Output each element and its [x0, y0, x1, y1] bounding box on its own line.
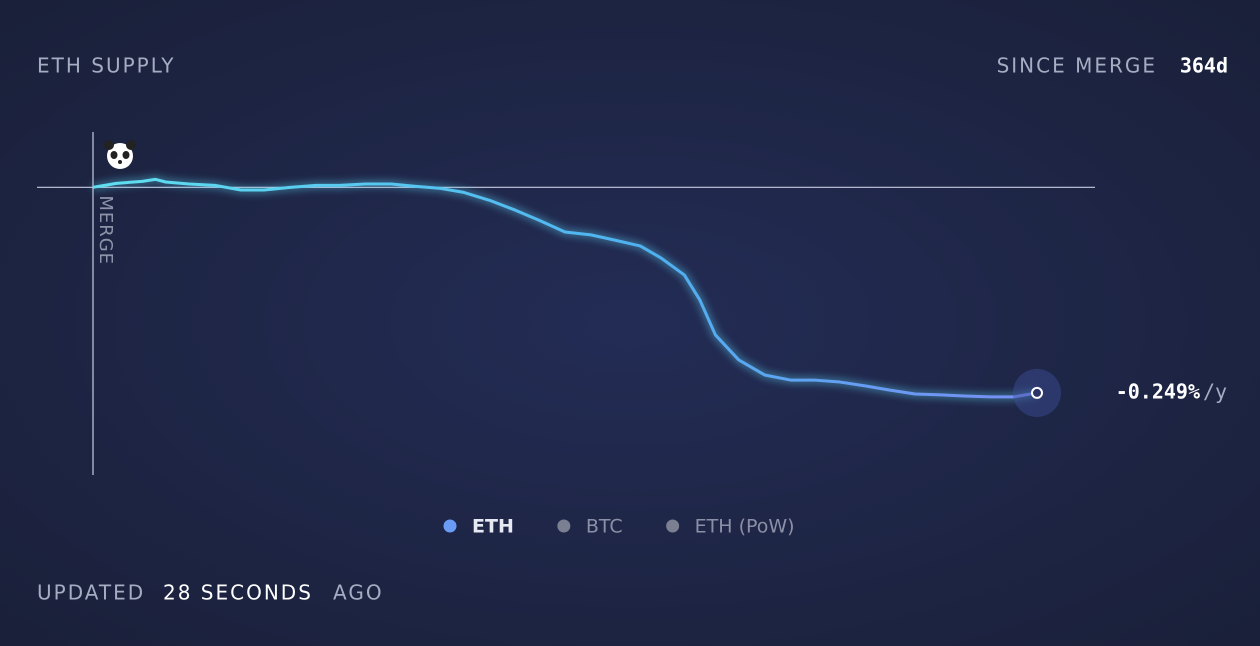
merge-label: MERGE: [95, 195, 116, 265]
legend-dot: [666, 519, 680, 533]
legend-label[interactable]: ETH: [472, 516, 514, 538]
footer-time: 28 SECONDS: [163, 581, 313, 605]
since-label: SINCE MERGE: [997, 54, 1157, 78]
title: ETH SUPPLY: [37, 54, 175, 78]
end-point: [1031, 386, 1043, 399]
since-value: 364d: [1180, 54, 1228, 78]
footer-prefix: UPDATED: [37, 581, 145, 605]
end-unit: /y: [1203, 379, 1227, 403]
legend-label[interactable]: ETH (PoW): [695, 516, 795, 538]
footer-suffix: AGO: [333, 581, 384, 605]
legend-dot: [557, 519, 571, 533]
legend-label[interactable]: BTC: [586, 516, 623, 538]
end-value: -0.249%: [1116, 379, 1200, 403]
line: [92, 177, 1038, 399]
legend-dot: [443, 519, 457, 533]
panda-icon: [104, 140, 136, 169]
